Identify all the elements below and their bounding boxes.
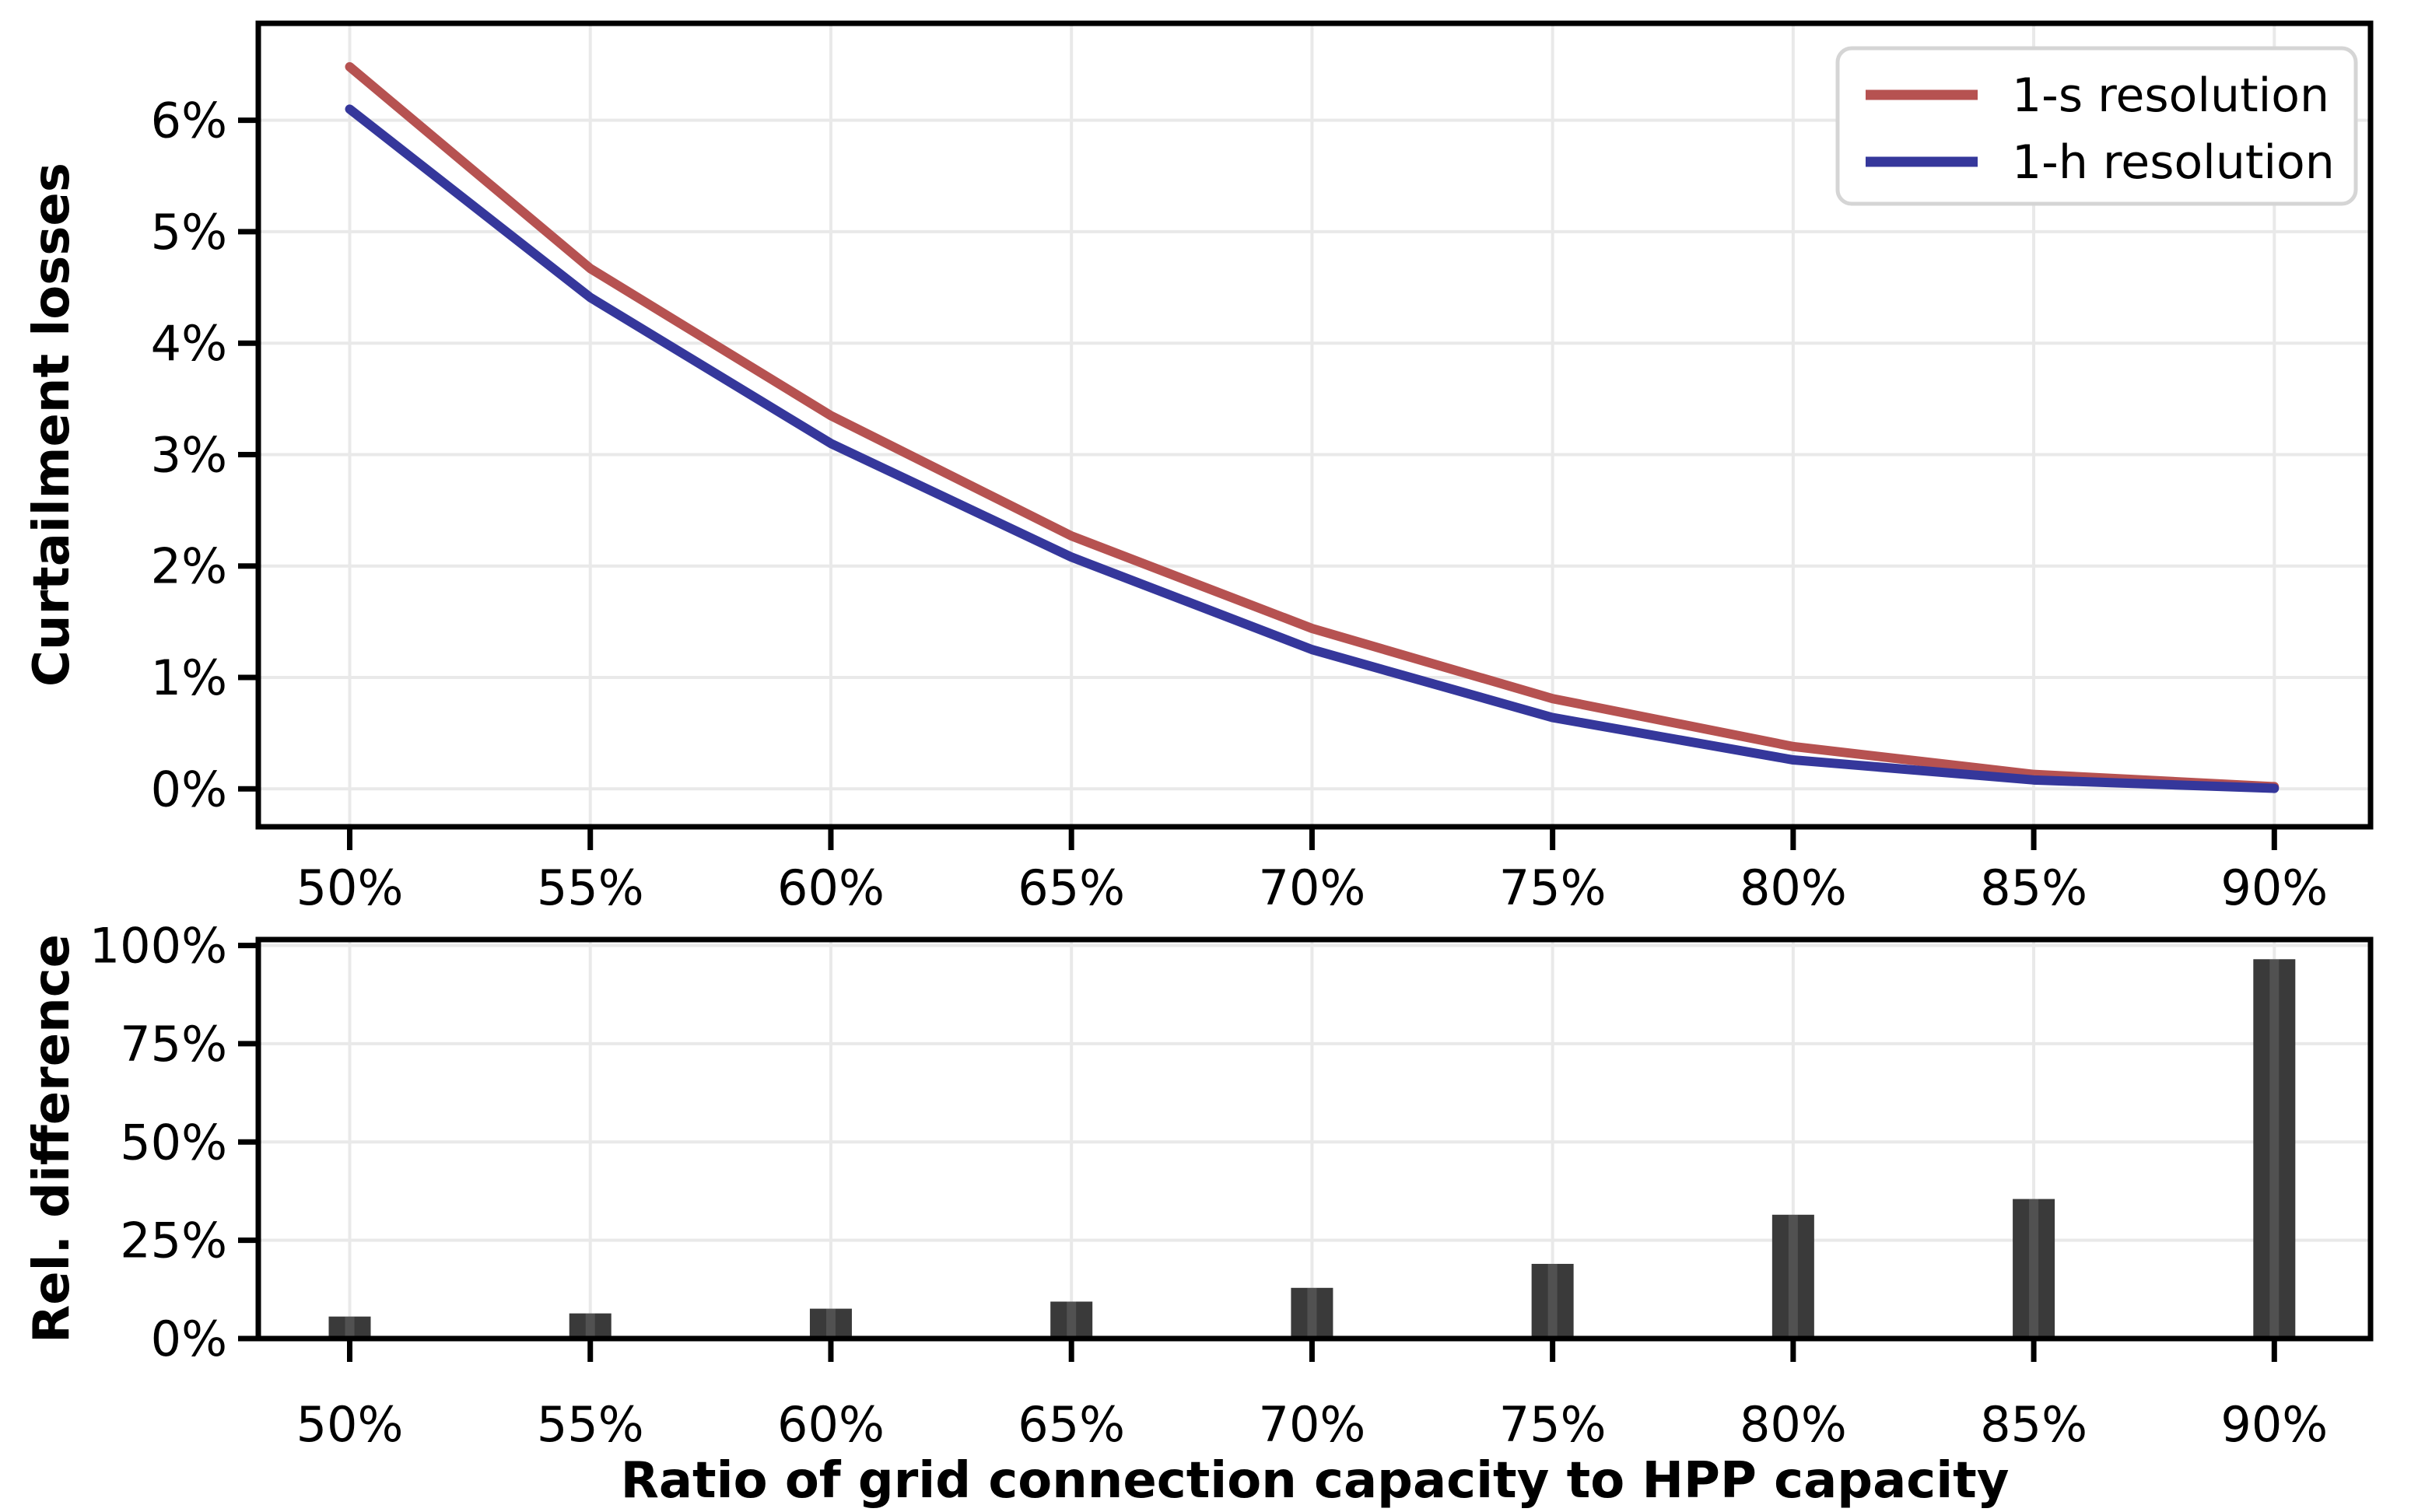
- x-tick-label: 75%: [1499, 1396, 1607, 1453]
- x-tick-label: 90%: [2220, 859, 2328, 916]
- curtailment-losses-line-chart: 50% 55% 60% 65% 70% 75% 80% 85% 90% 0% 1% 2% 3% 4% 5% 6…: [151, 20, 2374, 916]
- y-tick-label: 25%: [120, 1213, 227, 1269]
- x-tick-label: 75%: [1499, 859, 1607, 916]
- line-series-1-h-resolution: [345, 104, 2280, 793]
- y-tick-label: 1%: [151, 649, 227, 706]
- y-tick-label: 3%: [151, 426, 227, 483]
- x-tick-label: 85%: [1980, 859, 2087, 916]
- y-tick-label: 2%: [151, 538, 227, 595]
- bar-85%: [2013, 1199, 2055, 1339]
- legend: 1-s resolution 1-h resolution: [1835, 46, 2358, 206]
- y-tick-label: 75%: [120, 1016, 227, 1073]
- y-tick-label: 0%: [151, 761, 227, 817]
- x-axis-label: Ratio of grid connection capacity to HPP…: [621, 1452, 2010, 1510]
- x-tick-label: 90%: [2220, 1396, 2328, 1453]
- bar-50%: [328, 1316, 371, 1339]
- bar-70%: [1291, 1287, 1333, 1339]
- x-tick-label: 80%: [1740, 1396, 1847, 1453]
- y-tick-label: 0%: [151, 1311, 227, 1367]
- bar-60%: [809, 1308, 852, 1339]
- bar-80%: [1771, 1214, 1814, 1339]
- bar-65%: [1050, 1301, 1093, 1339]
- y-tick-label: 6%: [151, 93, 227, 149]
- bar-75%: [1531, 1263, 1574, 1339]
- x-tick-label: 60%: [777, 859, 885, 916]
- y-tick-label: 50%: [120, 1114, 227, 1171]
- line-series-1-s-resolution: [345, 61, 2280, 792]
- x-tick-label: 70%: [1259, 859, 1366, 916]
- legend-label-1s: 1-s resolution: [2012, 68, 2329, 123]
- y-tick-label: 5%: [151, 204, 227, 261]
- rel-difference-bar-chart: 50% 55% 60% 65% 70% 75% 80% 85% 90% 0% 25% 50% 75% 10…: [89, 918, 2374, 1453]
- x-tick-label: 50%: [296, 859, 404, 916]
- bar-55%: [569, 1313, 612, 1339]
- top-y-axis-label: Curtailment losses: [23, 163, 81, 687]
- x-tick-label: 80%: [1740, 859, 1847, 916]
- bar-90%: [2253, 959, 2296, 1339]
- legend-label-1h: 1-h resolution: [2012, 135, 2335, 190]
- x-tick-label: 50%: [296, 1396, 404, 1453]
- x-tick-label: 60%: [777, 1396, 885, 1453]
- bottom-y-axis-label: Rel. difference: [23, 934, 81, 1343]
- x-tick-label: 65%: [1018, 1396, 1125, 1453]
- x-tick-label: 65%: [1018, 859, 1125, 916]
- x-tick-label: 85%: [1980, 1396, 2087, 1453]
- y-tick-label: 4%: [151, 315, 227, 372]
- y-tick-label: 100%: [89, 918, 227, 975]
- x-tick-label: 70%: [1259, 1396, 1366, 1453]
- x-tick-label: 55%: [537, 859, 644, 916]
- x-tick-label: 55%: [537, 1396, 644, 1453]
